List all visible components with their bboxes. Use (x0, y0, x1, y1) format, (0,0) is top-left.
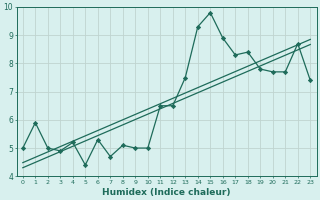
X-axis label: Humidex (Indice chaleur): Humidex (Indice chaleur) (102, 188, 231, 197)
